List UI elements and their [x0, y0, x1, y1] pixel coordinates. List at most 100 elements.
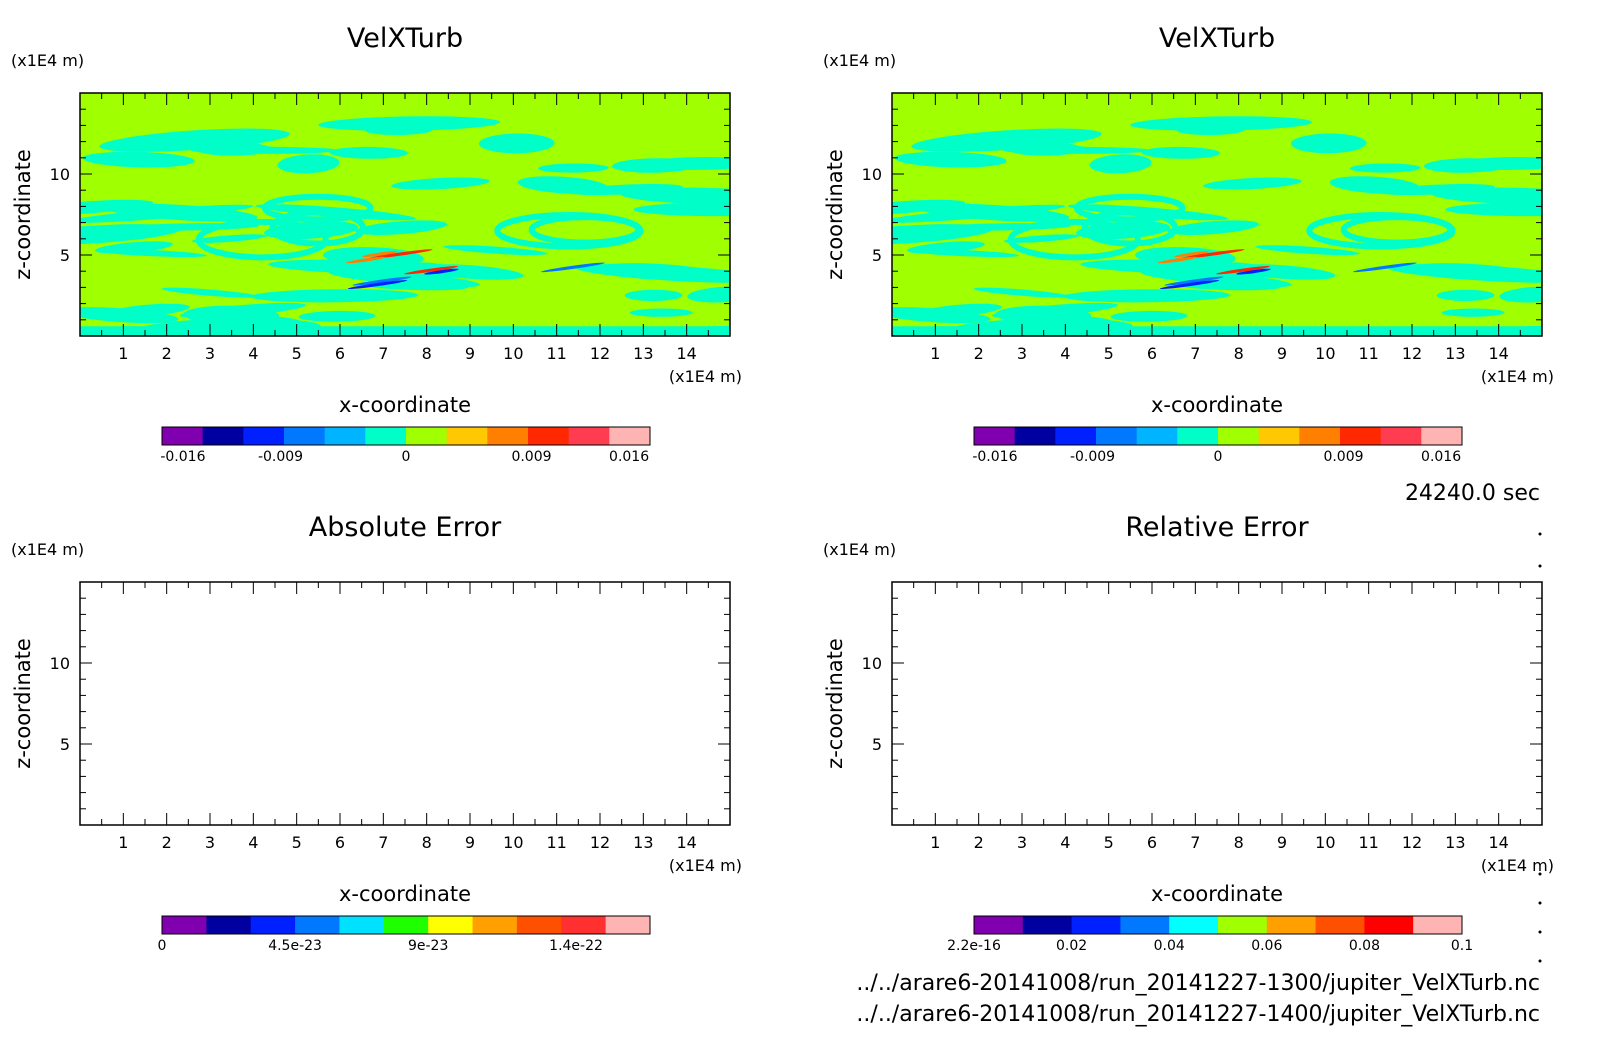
colorbar-swatch: [250, 916, 296, 934]
colorbar-tick-label: 0: [402, 449, 411, 465]
colorbar-tick-label: 0.08: [1349, 938, 1380, 954]
x-tick-label: 12: [1402, 344, 1422, 363]
x-tick-label: 13: [1445, 344, 1465, 363]
contour-patch: [911, 128, 1102, 152]
x-tick-label: 2: [162, 344, 172, 363]
y-axis-label: z-coordinate: [823, 149, 847, 280]
colorbar-tick-label: 2.2e-16: [947, 938, 1001, 954]
colorbar-swatch: [1266, 916, 1317, 934]
x-tick-label: 8: [422, 833, 432, 852]
contour-patch: [443, 245, 548, 256]
y-axis-unit: (x1E4 m): [823, 540, 896, 559]
colorbar-swatch: [974, 916, 1024, 934]
contour-patch: [478, 133, 555, 154]
colorbar-swatch: [284, 427, 326, 445]
contour-patch: [1387, 264, 1542, 283]
y-axis-label: z-coordinate: [823, 638, 847, 769]
x-axis-unit: (x1E4 m): [1481, 856, 1554, 875]
x-tick-label: 9: [465, 344, 475, 363]
contour-extreme: [1174, 251, 1210, 258]
colorbar-frame: [973, 426, 1463, 446]
contour-patch: [1499, 286, 1542, 303]
x-tick-label: 7: [378, 833, 388, 852]
y-tick-label: 5: [872, 246, 882, 265]
chart-title: Absolute Error: [309, 512, 502, 543]
colorbar-swatch: [406, 427, 448, 445]
x-tick-label: 11: [1358, 344, 1378, 363]
colorbar-swatch: [1014, 427, 1056, 445]
x-tick-label: 1: [118, 344, 128, 363]
contour-extreme: [1159, 280, 1220, 290]
x-tick-label: 5: [292, 344, 302, 363]
contour-patch: [907, 241, 985, 254]
x-tick-label: 8: [422, 344, 432, 363]
colorbar-swatch: [1120, 916, 1170, 934]
x-tick-label: 2: [974, 344, 984, 363]
colorbar-swatch: [428, 916, 474, 934]
colorbar-tick-label: 0.02: [1056, 938, 1087, 954]
contour-patch: [517, 176, 609, 194]
colorbar-tick-label: 0.016: [1421, 449, 1461, 465]
y-axis-unit: (x1E4 m): [11, 540, 84, 559]
x-tick-label: 10: [1315, 833, 1335, 852]
x-tick-label: 12: [590, 833, 610, 852]
x-tick-label: 14: [1488, 833, 1508, 852]
x-tick-label: 7: [378, 344, 388, 363]
x-axis-label: x-coordinate: [1151, 882, 1283, 906]
contour-patch: [1350, 163, 1421, 173]
contour-patch: [191, 234, 267, 243]
colorbar-swatch: [1315, 916, 1365, 934]
x-tick-label: 12: [1402, 833, 1422, 852]
contour-patch: [918, 303, 1002, 318]
x-tick-label: 14: [676, 833, 696, 852]
colorbar-swatch: [324, 427, 366, 445]
x-tick-label: 11: [546, 344, 566, 363]
contour-patch: [1290, 133, 1367, 154]
contour-patch: [161, 287, 259, 298]
x-tick-label: 5: [1104, 833, 1114, 852]
colorbar-swatch: [1022, 916, 1073, 934]
colorbar: 0 4.5e-23 9e-23 1.4e-22: [158, 915, 651, 954]
colorbar-swatch: [339, 916, 385, 934]
x-tick-label: 11: [546, 833, 566, 852]
x-tick-label: 3: [1017, 833, 1027, 852]
x-axis-label: x-coordinate: [339, 393, 471, 417]
colorbar-swatch: [206, 916, 252, 934]
chart-title: VelXTurb: [347, 23, 463, 54]
y-axis-unit: (x1E4 m): [823, 51, 896, 70]
x-tick-label: 9: [465, 833, 475, 852]
contour-patch: [1255, 245, 1360, 256]
colorbar-frame: [161, 426, 651, 446]
contour-patch: [250, 289, 419, 303]
x-tick-label: 7: [1190, 344, 1200, 363]
x-tick-label: 4: [1060, 344, 1070, 363]
contour-ring: [1007, 218, 1141, 261]
contour-patch: [103, 203, 258, 222]
contour-patch: [1141, 146, 1220, 159]
x-tick-label: 14: [676, 344, 696, 363]
colorbar: -0.016 -0.009 0 0.009 0.016: [972, 426, 1463, 465]
contour-patch: [106, 303, 190, 318]
colorbar: 2.2e-16 0.02 0.04 0.06 0.08 0.1: [947, 915, 1473, 954]
contour-patch: [80, 199, 154, 216]
colorbar-tick-label: 0.009: [511, 449, 551, 465]
contour-ring: [1340, 214, 1454, 246]
contour-patch: [575, 264, 730, 283]
colorbar-swatch: [1096, 427, 1138, 445]
x-tick-label: 13: [633, 344, 653, 363]
contour-patch: [179, 302, 306, 318]
colorbar-swatch: [568, 427, 610, 445]
y-tick-label: 10: [50, 654, 70, 673]
contour-patch: [318, 116, 501, 131]
colorbar-tick-label: -0.009: [1070, 449, 1115, 465]
contour-patch: [1062, 289, 1231, 303]
x-tick-label: 4: [248, 344, 258, 363]
x-tick-label: 10: [503, 344, 523, 363]
colorbar-tick-label: 4.5e-23: [268, 938, 322, 954]
plot-frame: [891, 581, 1543, 826]
x-axis-label: x-coordinate: [1151, 393, 1283, 417]
contour-field: [892, 93, 1542, 336]
x-axis-unit: (x1E4 m): [669, 856, 742, 875]
contour-extreme: [1353, 262, 1417, 273]
colorbar-swatch: [383, 916, 429, 934]
